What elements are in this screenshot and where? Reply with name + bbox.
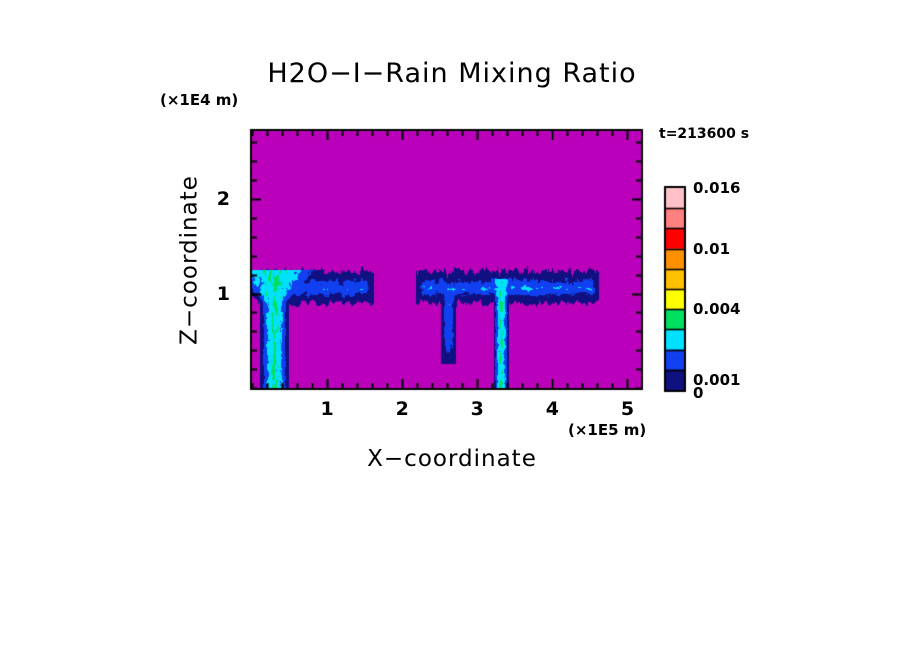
page-title: H2O−I−Rain Mixing Ratio <box>267 58 637 89</box>
x-tick-label: 4 <box>545 398 559 420</box>
x-axis-unit-label: (×1E5 m) <box>568 421 647 439</box>
x-tick-label: 1 <box>320 398 334 420</box>
time-annotation: t=213600 s <box>659 126 750 142</box>
y-axis-title: Z−coordinate <box>176 175 203 345</box>
y-tick-label: 1 <box>216 282 230 305</box>
colorbar-tick-label: 0.001 <box>693 371 741 389</box>
y-tick-label: 2 <box>216 188 230 211</box>
colorbar-tick-label: 0.016 <box>693 179 741 197</box>
y-axis-unit-label: (×1E4 m) <box>160 91 239 109</box>
colorbar-tick-label: 0 <box>693 384 704 402</box>
colorbar-tick-label: 0.01 <box>693 239 731 258</box>
x-tick-label: 5 <box>620 398 635 420</box>
x-tick-label: 3 <box>470 398 484 420</box>
x-axis-title: X−coordinate <box>367 446 537 472</box>
colorbar-tick-label: 0.004 <box>693 300 741 319</box>
x-tick-label: 2 <box>395 398 409 420</box>
